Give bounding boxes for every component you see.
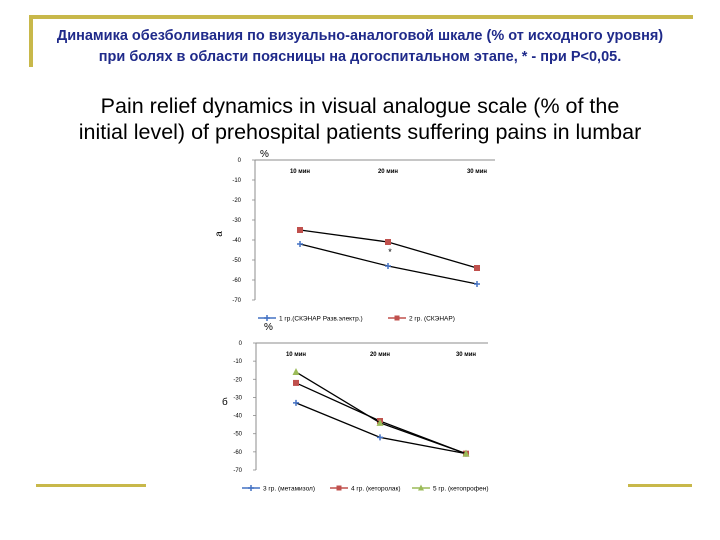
chart-1-series-2-point [462, 449, 470, 457]
chart-0-series-1-point [385, 239, 391, 245]
chart-1-category-label: 20 мин [370, 352, 390, 358]
chart-1-y-tick-label: -30 [233, 395, 242, 401]
decor-top-bar [29, 15, 693, 19]
chart-1-y-tick-label: 0 [239, 341, 243, 347]
decor-vertical-bar [29, 15, 33, 67]
chart-1-series-2-point [292, 368, 300, 376]
chart-0-y-tick-label: -10 [232, 178, 241, 184]
chart-1-y-tick-label: -50 [233, 432, 242, 438]
chart-0-category-label: 10 мин [290, 169, 310, 175]
chart-1-legend-0-label: 3 гр. (метамизол) [263, 486, 315, 493]
decor-bottom-left-bar [36, 484, 146, 487]
chart-0-series-0-point [474, 281, 480, 287]
chart-0-significance-marker: * [388, 247, 392, 257]
chart-0-unit-label: % [260, 149, 269, 160]
title-english-line-2: initial level) of prehospital patients s… [78, 120, 642, 144]
chart-1-legend-1-marker [336, 485, 342, 491]
chart-1-unit-label: % [264, 322, 273, 333]
chart-1-category-label: 30 мин [456, 352, 476, 358]
chart-1-y-tick-label: -20 [233, 377, 242, 383]
slide-title-russian: Динамика обезболивания по визуально-анал… [56, 28, 664, 65]
chart-1-series-2-point [376, 418, 384, 426]
chart-0-y-tick-label: -60 [232, 278, 241, 284]
chart-1-y-tick-label: -10 [233, 359, 242, 365]
chart-1-legend-0-marker [248, 485, 254, 491]
chart-0-y-tick-label: -40 [232, 238, 241, 244]
chart-1-category-label: 10 мин [286, 352, 306, 358]
chart-0-legend-0-label: 1 гр.(СКЭНАР Разв.электр.) [279, 316, 363, 323]
chart-0-category-label: 20 мин [378, 169, 398, 175]
chart-0-series-0-point [297, 241, 303, 247]
chart-1-series-0-line [295, 402, 467, 455]
chart-1-series-0-point [293, 399, 299, 406]
chart-0-y-tick-label: -30 [232, 218, 241, 224]
chart-0-y-tick-label: -70 [232, 298, 241, 304]
chart-1-y-tick-label: -40 [233, 414, 242, 420]
chart-1-series-1-point [293, 379, 299, 386]
slide-title-english: Pain relief dynamics in visual analogue … [0, 93, 720, 145]
chart-1-y-tick-label: -60 [233, 450, 242, 456]
chart-0-series-1-point [474, 265, 480, 271]
chart-1-legend-2-label: 5 гр. (кетопрофен) [433, 486, 489, 493]
chart-0-series-1-point [297, 227, 303, 233]
chart-0-panel-label: a [214, 231, 225, 237]
chart-1-legend-1-label: 4 гр. (кеторолак) [351, 486, 401, 493]
chart-0-y-tick-label: 0 [238, 158, 242, 164]
title-english-line-1: Pain relief dynamics in visual analogue … [100, 94, 620, 118]
chart-0-y-tick-label: -20 [232, 198, 241, 204]
chart-1-panel-label: б [222, 396, 228, 408]
chart-0-legend-0-marker [264, 315, 270, 321]
chart-0-series-0-point [385, 263, 391, 269]
chart-0-legend-1-marker [394, 315, 400, 321]
chart-1-y-tick-label: -70 [233, 468, 242, 474]
decor-bottom-right-bar [628, 484, 692, 487]
chart-1-legend-2-marker [418, 484, 424, 491]
chart-0-category-label: 30 мин [467, 169, 487, 175]
chart-0-legend-1-label: 2 гр. (СКЭНАР) [409, 316, 455, 323]
chart-1-series-0-point [377, 434, 383, 441]
chart-0-y-tick-label: -50 [232, 258, 241, 264]
